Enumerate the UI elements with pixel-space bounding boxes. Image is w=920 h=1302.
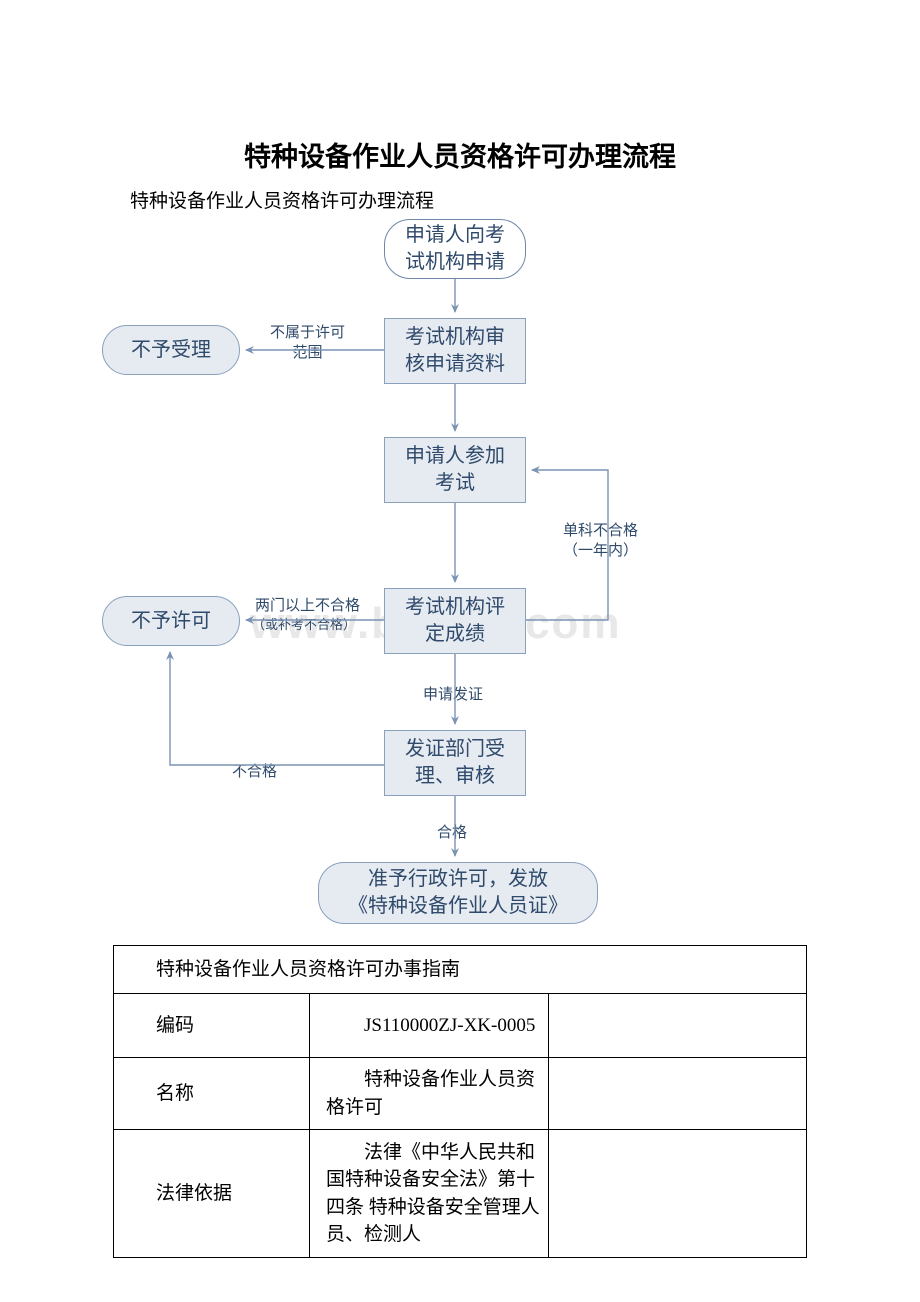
- table-value-cell: 特种设备作业人员资格许可: [310, 1058, 549, 1130]
- page-root: www.bdocx.com 特种设备作业人员资格许可办理流程 特种设备作业人员资…: [0, 0, 920, 1302]
- table-value-cell: 法律《中华人民共和国特种设备安全法》第十四条 特种设备安全管理人员、检测人: [310, 1130, 549, 1258]
- page-title: 特种设备作业人员资格许可办理流程: [0, 135, 920, 174]
- table-label-cell: 法律依据: [114, 1130, 310, 1258]
- node-issue-label: 发证部门受理、审核: [405, 736, 505, 790]
- node-reject-accept-label: 不予受理: [131, 337, 211, 364]
- node-exam: 申请人参加考试: [384, 437, 526, 503]
- edge-label-pass: 合格: [437, 824, 467, 844]
- table-empty-cell: [549, 1058, 807, 1130]
- edge-label-singlefail: 单科不合格（一年内）: [563, 522, 638, 561]
- edge-label-notscope: 不属于许可范围: [270, 324, 345, 363]
- node-reject-accept: 不予受理: [102, 325, 240, 375]
- table-row: 特种设备作业人员资格许可办事指南: [114, 946, 807, 994]
- node-score-label: 考试机构评定成绩: [405, 594, 505, 648]
- node-review-label: 考试机构审核申请资料: [405, 324, 505, 378]
- node-reject-permit-label: 不予许可: [131, 608, 211, 635]
- table-row: 名称 特种设备作业人员资格许可: [114, 1058, 807, 1130]
- table-header-cell: 特种设备作业人员资格许可办事指南: [114, 946, 807, 994]
- node-apply-label: 申请人向考试机构申请: [405, 222, 505, 276]
- node-final-label: 准予行政许可，发放《特种设备作业人员证》: [348, 866, 568, 920]
- node-final: 准予行政许可，发放《特种设备作业人员证》: [318, 862, 598, 924]
- info-table: 特种设备作业人员资格许可办事指南编码 JS110000ZJ-XK-0005名称 …: [113, 945, 807, 1258]
- table-label-cell: 编码: [114, 994, 310, 1058]
- edge-label-twofail-b: （或补考不合格）: [252, 617, 356, 634]
- edge-label-applycert: 申请发证: [423, 686, 483, 706]
- page-subtitle: 特种设备作业人员资格许可办理流程: [130, 186, 434, 213]
- edge-label-fail: 不合格: [232, 763, 277, 783]
- table-row: 法律依据 法律《中华人民共和国特种设备安全法》第十四条 特种设备安全管理人员、检…: [114, 1130, 807, 1258]
- table-label-cell: 名称: [114, 1058, 310, 1130]
- node-apply: 申请人向考试机构申请: [384, 219, 526, 279]
- node-issue: 发证部门受理、审核: [384, 730, 526, 796]
- node-score: 考试机构评定成绩: [384, 588, 526, 654]
- table-empty-cell: [549, 1130, 807, 1258]
- table-value-cell: JS110000ZJ-XK-0005: [310, 994, 549, 1058]
- node-reject-permit: 不予许可: [102, 596, 240, 646]
- table-row: 编码 JS110000ZJ-XK-0005: [114, 994, 807, 1058]
- table-empty-cell: [549, 994, 807, 1058]
- info-table-body: 特种设备作业人员资格许可办事指南编码 JS110000ZJ-XK-0005名称 …: [114, 946, 807, 1258]
- node-exam-label: 申请人参加考试: [405, 443, 505, 497]
- edge-label-twofail-a: 两门以上不合格: [255, 597, 360, 617]
- node-review: 考试机构审核申请资料: [384, 318, 526, 384]
